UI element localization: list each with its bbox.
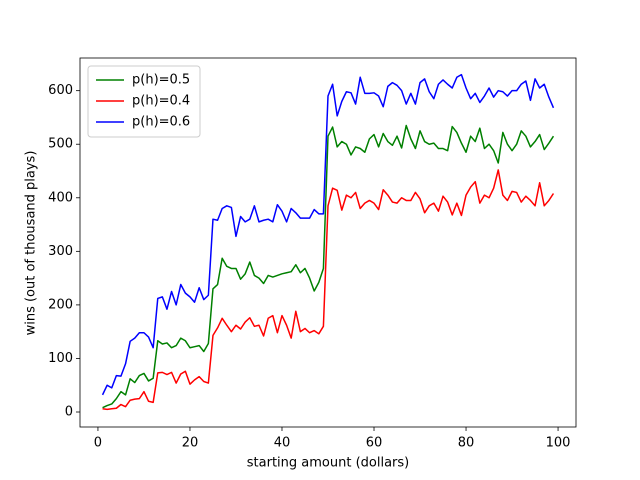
plot-frame [79, 57, 577, 428]
x-tick-label: 20 [182, 436, 199, 451]
x-tick-label: 40 [274, 436, 291, 451]
x-tick-label: 60 [366, 436, 383, 451]
series-line [102, 124, 555, 409]
series-line [101, 73, 555, 396]
legend-label: p(h)=0.4 [132, 94, 190, 109]
y-tick-label: 200 [48, 297, 73, 312]
legend-label: p(h)=0.6 [132, 115, 190, 130]
x-tick-label: 0 [94, 436, 102, 451]
y-axis-label: wins (out of thousand plays) [24, 151, 39, 336]
legend-label: p(h)=0.5 [132, 73, 190, 88]
series-line [102, 169, 555, 411]
y-tick-label: 300 [48, 244, 73, 259]
y-tick-label: 500 [48, 137, 73, 152]
x-axis-label: starting amount (dollars) [247, 456, 409, 471]
y-tick-label: 0 [65, 405, 73, 420]
legend-box [87, 65, 201, 138]
x-tick-label: 100 [546, 436, 571, 451]
x-tick-label: 80 [458, 436, 475, 451]
y-tick-label: 600 [48, 83, 73, 98]
y-tick-label: 100 [48, 351, 73, 366]
y-tick-label: 400 [48, 190, 73, 205]
